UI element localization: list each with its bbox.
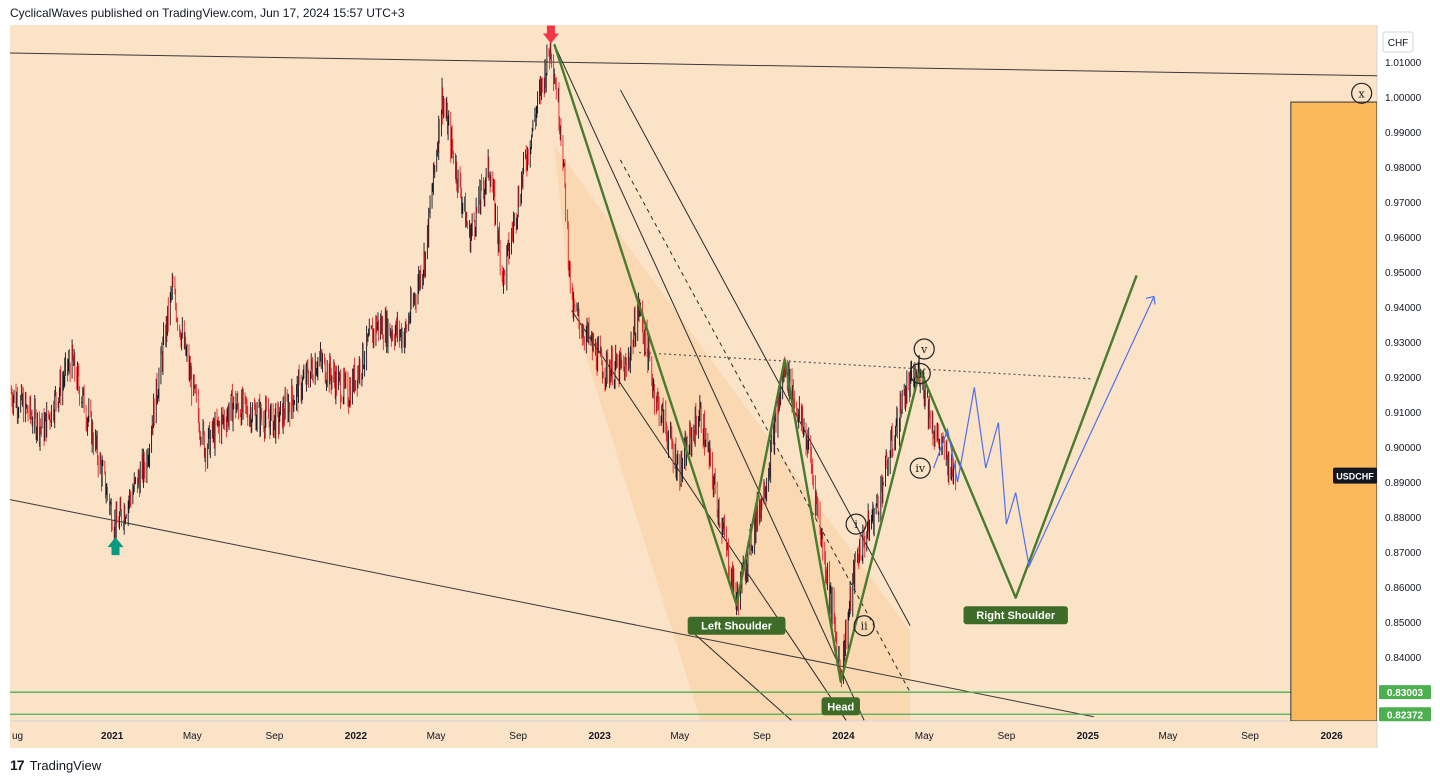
wave-label-circle <box>845 513 867 535</box>
y-tick-label: 0.90000 <box>1385 443 1422 454</box>
pattern-label: Left Shoulder <box>687 616 786 635</box>
projection-path <box>933 296 1155 569</box>
y-tick-label: 1.00000 <box>1385 93 1422 104</box>
tradingview-logo-icon: 17 <box>10 757 25 773</box>
symbol-tag: USDCHF <box>1336 472 1374 482</box>
publish-header: CyclicalWaves published on TradingView.c… <box>10 6 405 20</box>
y-tick-label: 0.84000 <box>1385 653 1422 664</box>
y-tick-label: 0.94000 <box>1385 303 1422 314</box>
x-tick-label: May <box>1159 731 1178 742</box>
trend-line <box>10 499 1094 718</box>
level-tag-box <box>1379 685 1431 700</box>
y-tick-label: 0.96000 <box>1385 233 1422 244</box>
wave-label-text: i <box>854 518 858 531</box>
level-tag-box <box>1379 707 1431 722</box>
trend-line <box>10 52 1377 77</box>
channel-line <box>619 89 911 626</box>
pattern-label-bg <box>687 616 786 635</box>
pattern-label-bg <box>821 697 860 716</box>
pattern-label-text: Right Shoulder <box>976 610 1056 622</box>
wave-label-text: iii <box>915 368 926 381</box>
wave-label-circle <box>909 457 931 479</box>
x-tick-label: ug <box>12 731 23 742</box>
y-tick-label: 0.99000 <box>1385 128 1422 139</box>
level-tag: 0.82372 <box>1387 710 1424 721</box>
x-tick-label: May <box>183 731 202 742</box>
wave-label-x: x <box>1351 82 1373 104</box>
pattern-label: Head <box>821 697 860 716</box>
wave-label-iii: iii <box>909 362 931 385</box>
channel-line <box>571 310 847 721</box>
symbol-tag-box <box>1333 467 1377 484</box>
x-tick-label: May <box>427 731 446 742</box>
y-tick-label: 0.86000 <box>1385 583 1422 594</box>
wave-label-iv: iv <box>909 457 931 479</box>
wave-label-text: x <box>1359 87 1366 100</box>
time-box <box>1290 101 1377 721</box>
x-tick-label: 2022 <box>345 731 368 742</box>
wave-label-text: iv <box>915 462 926 475</box>
y-tick-label: 0.85000 <box>1385 618 1422 629</box>
y-tick-label: 0.88000 <box>1385 513 1422 524</box>
x-tick-label: Sep <box>266 731 284 742</box>
x-tick-label: 2024 <box>832 731 855 742</box>
x-tick-label: 2021 <box>101 731 124 742</box>
pattern-label-text: Left Shoulder <box>701 621 773 633</box>
tradingview-footer[interactable]: 17 TradingView <box>10 757 101 773</box>
projection-arrowhead <box>1145 295 1156 305</box>
pattern-label-text: Head <box>827 701 854 713</box>
wave-path <box>553 43 1138 683</box>
currency-tag: CHF <box>1388 38 1409 49</box>
y-tick-label: 1.01000 <box>1385 58 1422 69</box>
x-tick-label: 2023 <box>589 731 612 742</box>
currency-tag-box <box>1382 31 1414 53</box>
y-tick-label: 0.95000 <box>1385 268 1422 279</box>
price-axis-background <box>1377 25 1433 748</box>
y-tick-label: 0.91000 <box>1385 408 1422 419</box>
wave-label-circle <box>1351 82 1373 104</box>
channel-line <box>688 628 792 721</box>
y-tick-label: 0.93000 <box>1385 338 1422 349</box>
x-tick-label: Sep <box>997 731 1015 742</box>
x-tick-label: Sep <box>753 731 771 742</box>
pattern-label: Right Shoulder <box>963 606 1068 625</box>
x-tick-label: 2026 <box>1320 731 1343 742</box>
wave-label-ii: ii <box>853 615 875 637</box>
level-tag: 0.83003 <box>1387 688 1424 699</box>
x-tick-label: Sep <box>509 731 527 742</box>
arrow-down-icon <box>542 25 559 44</box>
neckline <box>639 351 1091 380</box>
x-tick-label: May <box>915 731 934 742</box>
arrow-up-icon <box>107 537 124 556</box>
wave-label-i: i <box>845 513 867 535</box>
wave-label-circle <box>913 338 935 360</box>
wave-label-circle <box>853 615 875 637</box>
brand-name: TradingView <box>29 757 102 773</box>
y-tick-label: 0.89000 <box>1385 478 1422 489</box>
x-tick-label: 2025 <box>1077 731 1100 742</box>
wave-label-text: v <box>920 343 928 356</box>
x-tick-label: May <box>670 731 689 742</box>
y-tick-label: 0.97000 <box>1385 198 1422 209</box>
wave-label-text: ii <box>861 620 869 633</box>
y-tick-label: 0.87000 <box>1385 548 1422 559</box>
y-tick-label: 0.92000 <box>1385 373 1422 384</box>
wave-label-v: v <box>913 338 935 360</box>
channel-line <box>553 44 865 721</box>
candles <box>10 41 957 688</box>
pattern-label-bg <box>963 606 1068 625</box>
x-tick-label: Sep <box>1241 731 1259 742</box>
y-tick-label: 0.98000 <box>1385 163 1422 174</box>
wave-label-circle <box>909 362 931 385</box>
